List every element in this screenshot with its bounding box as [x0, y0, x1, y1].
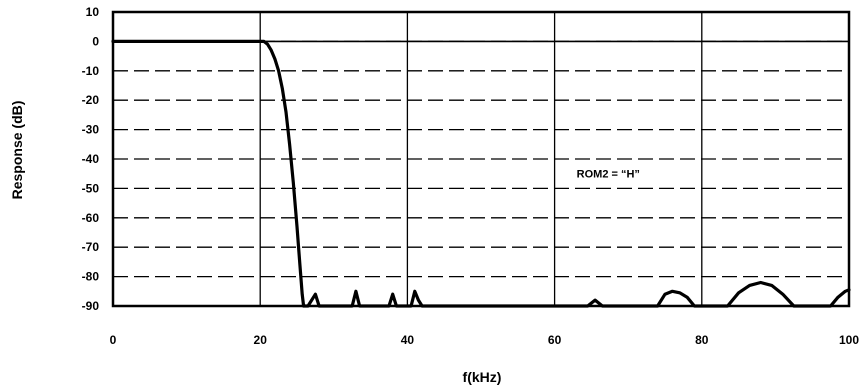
y-tick-label: -40: [82, 152, 100, 166]
y-tick-label: 0: [92, 34, 99, 48]
x-tick-label: 20: [254, 333, 268, 347]
x-axis-title: f(kHz): [463, 369, 502, 385]
y-tick-label: -90: [82, 299, 100, 313]
y-tick-label: -80: [82, 270, 100, 284]
x-tick-label: 0: [110, 333, 117, 347]
x-tick-label: 80: [695, 333, 709, 347]
x-tick-labels: 0 20 40 60 80 100: [110, 333, 860, 347]
plot-frame: [111, 10, 851, 308]
y-tick-labels: 10 0 -10 -20 -30 -40 -50 -60 -70 -80 -90: [82, 5, 100, 313]
y-tick-label: -20: [82, 93, 100, 107]
y-tick-label: -70: [82, 240, 100, 254]
x-tick-label: 60: [548, 333, 562, 347]
x-tick-label: 100: [839, 333, 859, 347]
y-tick-label: 10: [86, 5, 100, 19]
y-tick-label: -30: [82, 123, 100, 137]
y-tick-label: -50: [82, 181, 100, 195]
y-tick-label: -10: [82, 64, 100, 78]
annotation-label: ROM2 = “H”: [577, 169, 640, 181]
y-tick-label: -60: [82, 211, 100, 225]
x-tick-label: 40: [401, 333, 415, 347]
annotations: ROM2 = “H”: [577, 169, 640, 181]
y-axis-title: Response (dB): [9, 101, 25, 200]
